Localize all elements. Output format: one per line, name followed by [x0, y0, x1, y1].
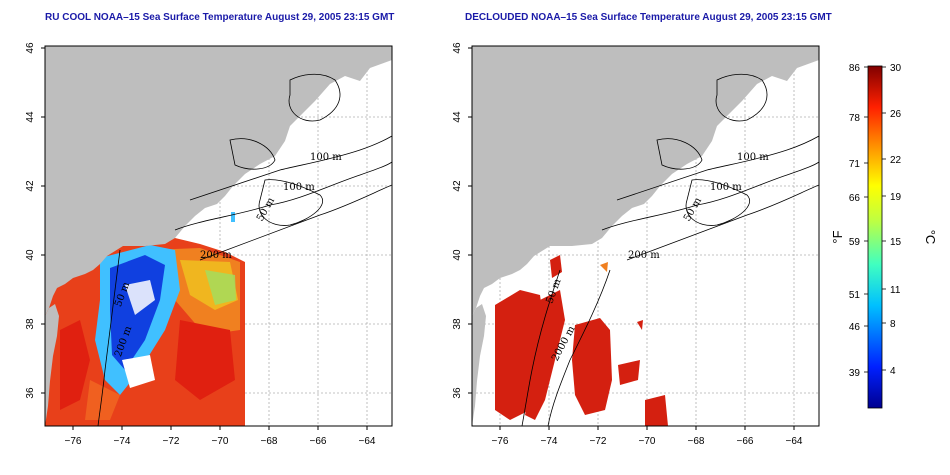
right-y-tick: 40 — [452, 249, 463, 261]
right-contour-label: 100 m — [737, 152, 769, 163]
right-map: 100 m 100 m 50 m 200 m 50 m 2000 m −76 −… — [452, 42, 820, 447]
colorbar-gradient — [867, 65, 883, 409]
right-x-tick: −68 — [688, 436, 705, 447]
left-contour-label: 100 m — [310, 152, 342, 163]
right-y-tick: 44 — [452, 111, 463, 123]
left-y-tick: 44 — [25, 111, 36, 123]
colorbar-f-tick: 71 — [849, 159, 861, 170]
right-panel-title: DECLOUDED NOAA–15 Sea Surface Temperatur… — [465, 12, 832, 23]
left-x-tick: −66 — [310, 436, 327, 447]
left-contour-label: 200 m — [200, 250, 232, 261]
colorbar-c-tick: 30 — [890, 63, 902, 74]
right-x-tick: −64 — [786, 436, 803, 447]
left-y-tick: 46 — [25, 42, 36, 54]
left-x-tick: −74 — [114, 436, 131, 447]
right-y-tick: 42 — [452, 180, 463, 192]
colorbar-c-tick: 26 — [890, 109, 902, 120]
right-x-tick: −76 — [492, 436, 509, 447]
colorbar-f-unit: °F — [830, 230, 845, 243]
left-x-tick: −70 — [212, 436, 229, 447]
right-frame — [471, 45, 820, 427]
left-frame — [44, 45, 393, 427]
left-y-tick: 38 — [25, 318, 36, 330]
colorbar-c-tick: 4 — [890, 366, 896, 377]
colorbar: 86 78 71 66 59 51 46 39 30 26 22 19 15 1… — [830, 63, 938, 409]
right-x-tick: −70 — [639, 436, 656, 447]
right-y-tick: 38 — [452, 318, 463, 330]
right-x-tick: −66 — [737, 436, 754, 447]
left-sst-data — [45, 170, 245, 426]
left-contours — [97, 73, 392, 426]
left-y-tick: 42 — [25, 180, 36, 192]
right-x-tick: −72 — [590, 436, 607, 447]
right-y-tick: 46 — [452, 42, 463, 54]
left-map: 100 m 100 m 50 m 200 m 50 m 200 m −76 −7… — [25, 42, 393, 447]
colorbar-c-unit: °C — [923, 230, 938, 245]
left-panel-title: RU COOL NOAA–15 Sea Surface Temperature … — [45, 12, 395, 23]
right-contours — [521, 73, 819, 426]
colorbar-c-tick: 22 — [890, 155, 902, 166]
colorbar-f-tick: 78 — [849, 113, 861, 124]
colorbar-f-tick: 39 — [849, 368, 861, 379]
left-x-tick: −72 — [163, 436, 180, 447]
left-x-tick: −68 — [261, 436, 278, 447]
colorbar-c-tick: 8 — [890, 319, 896, 330]
colorbar-f-tick: 46 — [849, 322, 861, 333]
colorbar-c-tick: 11 — [890, 285, 901, 296]
colorbar-c-tick: 19 — [890, 192, 902, 203]
left-y-tick: 36 — [25, 387, 36, 399]
right-contour-label: 100 m — [710, 182, 742, 193]
colorbar-c-tick: 15 — [890, 237, 902, 248]
colorbar-f-tick: 86 — [849, 63, 861, 74]
right-y-tick: 36 — [452, 387, 463, 399]
colorbar-f-tick: 66 — [849, 193, 861, 204]
left-x-tick: −76 — [65, 436, 82, 447]
right-sst-data — [495, 255, 668, 426]
colorbar-f-tick: 59 — [849, 237, 861, 248]
right-contour-label: 200 m — [628, 250, 660, 261]
left-y-tick: 40 — [25, 249, 36, 261]
right-x-tick: −74 — [541, 436, 558, 447]
colorbar-f-tick: 51 — [849, 290, 861, 301]
left-contour-label: 100 m — [283, 182, 315, 193]
left-x-tick: −64 — [359, 436, 376, 447]
